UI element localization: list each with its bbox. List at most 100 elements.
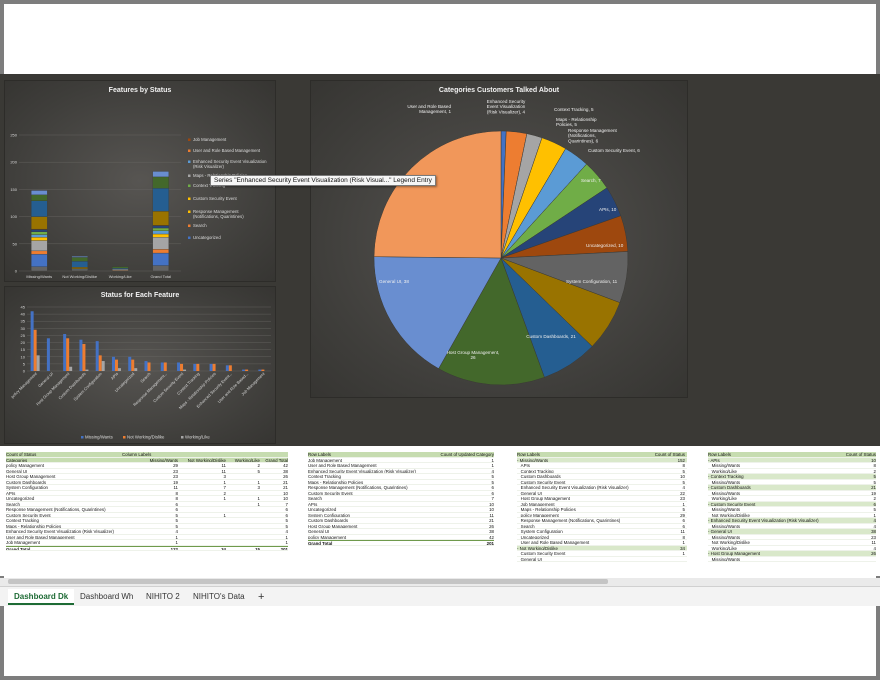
pivot-cell[interactable] [178, 518, 226, 523]
pivot-cell[interactable]: 1 [175, 540, 178, 545]
pivot-cell[interactable]: Missing/Wants [708, 534, 741, 539]
pivot-cell[interactable]: - Context Tracking [708, 474, 744, 479]
pivot-cell[interactable]: 7 [285, 501, 288, 506]
pivot-row[interactable]: APIs 10 [308, 502, 494, 507]
pivot-cell[interactable]: 2 [873, 496, 876, 501]
pivot-cell[interactable]: - General UI [708, 529, 732, 534]
pivot-row[interactable]: Missing/Wants 8 [708, 463, 876, 469]
pivot-cell[interactable]: - APIs [708, 457, 720, 462]
pivot-cell[interactable]: APIs [6, 490, 16, 495]
tab-dashboard-dk[interactable]: Dashboard Dk [8, 589, 75, 605]
pivot-row[interactable]: policy Management 29 [517, 512, 687, 518]
pivot-row[interactable]: Maps - Relationship Policies 5 5 [6, 523, 288, 529]
pivot-cell[interactable]: 5 [285, 523, 288, 528]
pivot-row[interactable]: Custom Dashboards 10 [517, 474, 687, 480]
pivot-cell[interactable]: 38 [489, 529, 494, 534]
pivot-cell[interactable]: 4 [873, 523, 876, 528]
pivot-cell[interactable]: 29 [680, 512, 685, 517]
pivot-table-category-breakdown[interactable]: Row Labels Count of Status - APIs 10 Missin… [708, 452, 876, 562]
pivot-row[interactable]: Search 7 [308, 496, 494, 502]
pivot-cell[interactable]: Categories [6, 457, 28, 462]
pivot-cell[interactable]: Maps - Relationship Policies [6, 523, 62, 528]
pivot-cell[interactable]: Custom Security Event [517, 479, 566, 484]
pivot-row[interactable]: - Custom Dashboards 21 [708, 485, 876, 491]
pivot-cell[interactable]: 201 [486, 541, 494, 545]
pivot-cell[interactable]: Custom Dashboards [517, 474, 561, 479]
pivot-cell[interactable]: policy Management [517, 512, 559, 517]
pivot-cell[interactable]: 11 [489, 512, 494, 517]
pivot-cell[interactable]: Working/Like [708, 545, 737, 550]
pivot-row[interactable]: Row Labels Count of Status [708, 452, 876, 458]
pivot-cell[interactable]: 5 [491, 474, 494, 479]
pivot-row[interactable]: Maps - Relationship Policies 5 [308, 480, 494, 485]
pivot-row[interactable]: Context Tracking 5 [308, 474, 494, 480]
pivot-cell[interactable]: Working/Like [234, 457, 260, 462]
pivot-row[interactable]: Host Group Management 23 3 26 [6, 474, 288, 480]
pivot-cell[interactable]: 23 [173, 468, 178, 473]
tab-nihitos-data[interactable]: NIHITO's Data [193, 592, 245, 601]
pivot-cell[interactable]: 38 [283, 468, 288, 473]
pivot-cell[interactable]: Working/Like [708, 468, 737, 473]
pivot-cell[interactable]: Working/Like [708, 496, 737, 501]
pivot-row[interactable]: - Context Tracking 5 [708, 474, 876, 480]
pivot-cell[interactable]: 6 [491, 490, 494, 495]
pivot-cell[interactable] [178, 524, 226, 529]
pivot-cell[interactable]: - Enhanced Security Event Visualization … [708, 518, 819, 523]
pivot-cell[interactable]: Host Group Management [6, 474, 56, 479]
pivot-row[interactable]: APIs 8 2 10 [6, 490, 288, 496]
pivot-cell[interactable]: Host Group Management [517, 496, 570, 501]
pivot-cell[interactable]: Search [308, 496, 322, 501]
pivot-cell[interactable]: Search [517, 523, 535, 528]
pivot-row[interactable]: Enhanced Security Event Visualization (R… [517, 485, 687, 491]
pivot-cell[interactable]: 6 [682, 523, 685, 528]
pivot-row[interactable]: Custom Security Event 1 [517, 551, 687, 557]
pivot-cell[interactable]: 5 [682, 507, 685, 512]
pivot-cell[interactable]: System Configuration [6, 485, 48, 490]
pivot-row[interactable]: Response Management (Notifications, Quar… [6, 507, 288, 513]
pivot-row[interactable]: Response Management (Notifications, Quar… [308, 485, 494, 491]
pivot-cell[interactable]: Count of Status [6, 452, 37, 457]
pivot-cell[interactable]: 122 [170, 546, 178, 550]
pivot-row[interactable]: Working/Like 4 [708, 545, 876, 551]
pivot-cell[interactable]: Missing/Wants [708, 490, 741, 495]
pivot-cell[interactable]: 1 [223, 496, 226, 501]
pivot-cell[interactable]: Uncategorized [517, 534, 549, 539]
pivot-cell[interactable]: 4 [873, 518, 876, 523]
pivot-cell[interactable] [647, 557, 685, 562]
pivot-cell[interactable]: General UI [308, 529, 330, 534]
pivot-cell[interactable]: - Missing/Wants [517, 457, 549, 462]
pivot-cell[interactable]: Row Labels [308, 452, 331, 457]
pivot-cell[interactable] [178, 452, 226, 457]
pivot-cell[interactable]: System Configuration [308, 512, 350, 517]
pivot-cell[interactable]: Job Management [6, 540, 40, 545]
pivot-cell[interactable]: 1 [257, 501, 260, 506]
pivot-cell[interactable]: 6 [682, 518, 685, 523]
pivot-cell[interactable]: 29 [173, 463, 178, 468]
pivot-row[interactable]: - APIs 10 [708, 457, 876, 463]
pivot-cell[interactable]: Grand Total [308, 541, 333, 545]
pivot-cell[interactable]: 38 [871, 529, 876, 534]
pivot-row[interactable]: Custom Security Event 5 1 6 [6, 512, 288, 518]
pivot-cell[interactable]: Row Labels [708, 452, 731, 457]
pivot-cell[interactable]: Custom Security Event [6, 512, 51, 517]
pivot-row[interactable]: Custom Dashboards 21 [308, 518, 494, 524]
pivot-row[interactable]: Row Labels Count of Updated Category [308, 452, 494, 458]
pivot-cell[interactable]: 1 [223, 479, 226, 484]
pivot-cell[interactable]: 6 [491, 485, 494, 490]
pivot-cell[interactable]: Grand Total [265, 457, 288, 462]
pivot-cell[interactable]: 8 [175, 496, 178, 501]
pivot-cell[interactable] [226, 524, 260, 529]
pivot-cell[interactable]: Enhanced Security Event Visualization (R… [308, 468, 416, 473]
pivot-cell[interactable]: Custom Dashboards [308, 518, 349, 523]
pivot-row[interactable]: Working/Like 2 [708, 468, 876, 474]
pivot-cell[interactable]: 1 [873, 512, 876, 517]
pivot-row[interactable]: Enhanced Security Event Visualization (R… [308, 468, 494, 474]
pivot-cell[interactable]: 1 [285, 540, 288, 545]
pivot-cell[interactable]: 5 [175, 518, 178, 523]
pivot-cell[interactable]: Custom Dashboards [6, 479, 47, 484]
pivot-row[interactable]: General UI 22 [517, 491, 687, 496]
tab-dashboard-wh[interactable]: Dashboard Wh [80, 592, 134, 601]
pivot-cell[interactable]: 6 [175, 507, 178, 512]
pivot-cell[interactable]: General UI [6, 468, 28, 473]
pivot-cell[interactable]: 7 [223, 485, 226, 490]
